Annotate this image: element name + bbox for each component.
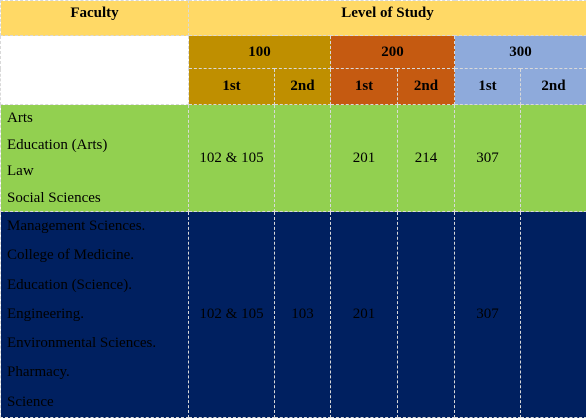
faculty-list: Arts Education (Arts) Law Social Science… xyxy=(1,105,189,212)
semester-100-1st: 1st xyxy=(189,69,275,105)
faculty-name: Science xyxy=(7,388,188,417)
course-cell: 102 & 105 xyxy=(189,212,275,418)
semester-100-2nd: 2nd xyxy=(275,69,331,105)
semester-300-2nd: 2nd xyxy=(521,69,586,105)
course-cell: 307 xyxy=(455,105,521,212)
faculty-name: Social Sciences xyxy=(7,185,188,212)
course-cell: 103 xyxy=(275,212,331,418)
group-row-sciences: Management Sciences. College of Medicine… xyxy=(1,212,586,418)
faculty-header: Faculty xyxy=(1,1,189,36)
course-cell: 307 xyxy=(455,212,521,418)
faculty-name: Management Sciences. xyxy=(7,212,188,241)
course-cell xyxy=(521,105,586,212)
blank-header-cell xyxy=(1,36,189,105)
course-cell: 201 xyxy=(331,212,398,418)
level-of-study-header: Level of Study xyxy=(189,1,586,36)
course-cell xyxy=(398,212,455,418)
course-cell xyxy=(275,105,331,212)
level-300-header: 300 xyxy=(455,36,586,69)
faculty-name: Law xyxy=(7,158,188,185)
faculty-name: Environmental Sciences. xyxy=(7,329,188,358)
faculty-list: Management Sciences. College of Medicine… xyxy=(1,212,189,418)
group-row-arts: Arts Education (Arts) Law Social Science… xyxy=(1,105,586,212)
course-cell: 102 & 105 xyxy=(189,105,275,212)
semester-200-1st: 1st xyxy=(331,69,398,105)
semester-300-1st: 1st xyxy=(455,69,521,105)
level-row: 100 200 300 xyxy=(1,36,586,69)
faculty-name: Education (Arts) xyxy=(7,132,188,159)
course-cell: 214 xyxy=(398,105,455,212)
header-row: Faculty Level of Study xyxy=(1,1,586,36)
faculty-name: Education (Science). xyxy=(7,271,188,300)
faculty-name: Pharmacy. xyxy=(7,358,188,387)
course-cell: 201 xyxy=(331,105,398,212)
faculty-name: College of Medicine. xyxy=(7,241,188,270)
faculty-name: Arts xyxy=(7,105,188,132)
level-100-header: 100 xyxy=(189,36,331,69)
course-cell xyxy=(521,212,586,418)
semester-200-2nd: 2nd xyxy=(398,69,455,105)
level-200-header: 200 xyxy=(331,36,455,69)
faculty-name: Engineering. xyxy=(7,300,188,329)
